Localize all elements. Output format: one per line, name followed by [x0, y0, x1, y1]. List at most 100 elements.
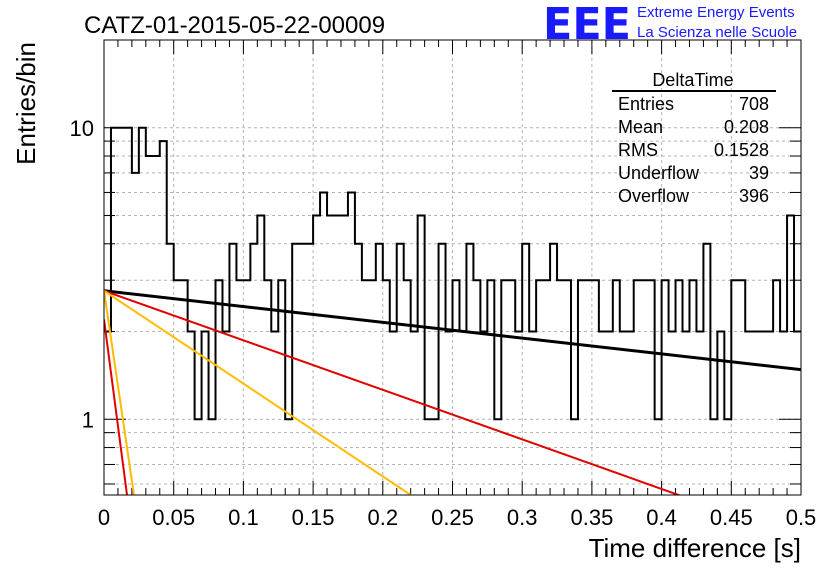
histogram-bin [522, 244, 529, 535]
histogram-bin [264, 280, 271, 535]
histogram-bin [404, 280, 411, 535]
histogram-bin [578, 280, 585, 535]
y-axis-label: Entries/bin [11, 42, 41, 165]
histogram-bin [153, 156, 160, 535]
x-tick-label: 0.45 [710, 505, 753, 530]
fit-line [104, 319, 128, 495]
fit-lines [104, 289, 801, 495]
histogram-bin [536, 280, 543, 535]
stats-label: Underflow [618, 163, 700, 183]
histogram-bin [348, 192, 355, 535]
x-tick-label: 0.15 [292, 505, 335, 530]
histogram-bin [613, 280, 620, 535]
histogram-bin [236, 280, 243, 535]
histogram-bin [557, 280, 564, 535]
x-tick-labels: 0 0.05 0.1 0.15 0.2 0.25 0.3 0.35 0.4 0.45 0.5 [98, 505, 816, 530]
y-tick-label: 1 [82, 407, 94, 432]
x-tick-label: 0.2 [368, 505, 399, 530]
stats-label: Entries [618, 94, 674, 114]
histogram-bin [195, 419, 202, 535]
x-tick-label: 0.5 [786, 505, 817, 530]
histogram-bin [738, 280, 745, 535]
x-tick-label: 0.25 [431, 505, 474, 530]
x-tick-label: 0.1 [228, 505, 259, 530]
stats-value: 39 [749, 163, 769, 183]
stats-label: RMS [618, 140, 658, 160]
histogram-bin [257, 216, 264, 535]
histogram-bin [752, 332, 759, 535]
histogram-bin [564, 280, 571, 535]
stats-value: 0.1528 [714, 140, 769, 160]
stats-value: 396 [739, 186, 769, 206]
histogram-bin [306, 244, 313, 535]
histogram-bin [494, 419, 501, 535]
eee-logo: EEE Extreme Energy Events La Scienza nel… [543, 0, 797, 50]
histogram-bin [731, 280, 738, 535]
histogram-bars [104, 126, 801, 535]
x-tick-label: 0.3 [507, 505, 538, 530]
fit-line [104, 289, 412, 495]
histogram-bin [146, 156, 153, 535]
histogram-bin [696, 332, 703, 535]
histogram-bin [320, 192, 327, 535]
histogram-bin [132, 173, 139, 535]
stats-box: DeltaTime Entries 708 Mean 0.208 RMS 0.1528 Un… [612, 70, 776, 206]
histogram-bin [641, 280, 648, 535]
histogram-bin [766, 332, 773, 535]
histogram-bin [167, 244, 174, 535]
histogram-bin [473, 280, 480, 535]
x-tick-label: 0 [98, 505, 110, 530]
histogram-bin [508, 280, 515, 535]
histogram-bin [550, 244, 557, 535]
histogram-bin [676, 280, 683, 535]
histogram-bin [439, 244, 446, 535]
x-tick-label: 0.4 [646, 505, 677, 530]
histogram-bin [592, 280, 599, 535]
y-tick-label: 10 [70, 116, 94, 141]
histogram-bin [397, 244, 404, 535]
histogram-bin [487, 280, 494, 535]
histogram-bin [773, 280, 780, 535]
histogram-bin [160, 141, 167, 535]
histogram-bin [299, 244, 306, 535]
histogram-bin [683, 332, 690, 535]
histogram-bin [453, 280, 460, 535]
histogram-bin [634, 280, 641, 535]
chart-title: CATZ-01-2015-05-22-00009 [84, 12, 385, 39]
histogram-bin [466, 244, 473, 535]
histogram-bin [355, 244, 362, 535]
histogram-bin [229, 244, 236, 535]
stats-label: Mean [618, 117, 663, 137]
histogram-bin [759, 332, 766, 535]
histogram-bin [501, 280, 508, 535]
histogram-bin [362, 280, 369, 535]
histogram-bin [411, 332, 418, 535]
fit-line [104, 290, 135, 495]
histogram-bin [543, 280, 550, 535]
histogram-bin [689, 280, 696, 535]
histogram-bin [111, 128, 118, 535]
histogram-bin [209, 419, 216, 535]
stats-label: Overflow [618, 186, 690, 206]
x-tick-label: 0.35 [570, 505, 613, 530]
histogram-bin [313, 216, 320, 535]
logo-line2: La Scienza nelle Scuole [637, 24, 797, 41]
histogram-bin [703, 244, 710, 535]
axis-ticks [103, 39, 802, 495]
histogram-bin [292, 244, 299, 535]
fit-line [104, 289, 682, 495]
histogram-bin [369, 280, 376, 535]
histogram-bin [480, 332, 487, 535]
histogram-bin [418, 216, 425, 535]
histogram-bin [243, 280, 250, 535]
histogram-bin [202, 332, 209, 535]
histogram-bin [787, 216, 794, 535]
stats-title: DeltaTime [652, 70, 733, 90]
histogram-outline [104, 126, 801, 421]
stats-value: 0.208 [724, 117, 769, 137]
stats-value: 708 [739, 94, 769, 114]
x-axis-label: Time difference [s] [589, 533, 801, 563]
histogram-bin [216, 280, 223, 535]
x-tick-label: 0.05 [152, 505, 195, 530]
